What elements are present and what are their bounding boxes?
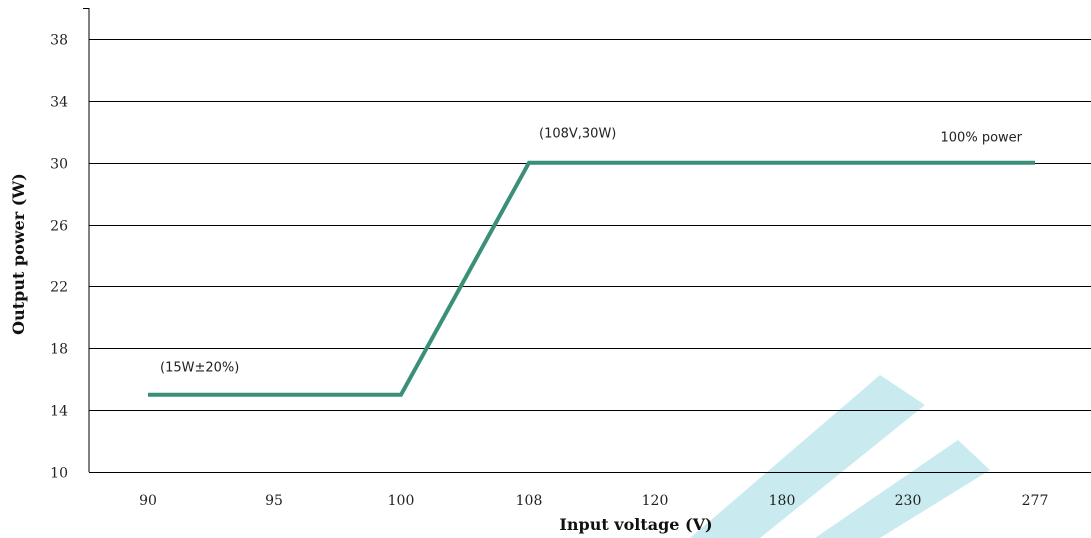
annotation-label: (15W±20%) [160, 361, 239, 376]
y-tick-label: 30 [50, 157, 68, 173]
series-line [148, 160, 1035, 397]
x-tick-label: 180 [769, 493, 796, 509]
watermark [690, 375, 990, 538]
watermark-stripe [815, 440, 990, 538]
x-tick-labels: 90 95 100 108 120 180 230 277 [139, 493, 1048, 509]
x-axis-title: Input voltage (V) [559, 515, 712, 534]
y-tick-label: 38 [50, 33, 68, 49]
y-tick-label: 34 [50, 95, 68, 111]
y-tick-label: 14 [50, 404, 68, 420]
y-tick-label: 18 [50, 342, 68, 358]
annotation-label: (108V,30W) [539, 127, 616, 142]
series-layer [148, 160, 1035, 397]
x-tick-label: 277 [1022, 493, 1049, 509]
annotation-label: 100% power [941, 131, 1023, 146]
y-tick-label: 10 [50, 466, 68, 482]
y-tick-label: 22 [50, 280, 68, 296]
y-tick-labels: 10 14 18 22 26 30 34 38 [50, 33, 68, 482]
x-tick-label: 120 [642, 493, 669, 509]
gridlines [83, 8, 1091, 473]
annotations: (15W±20%) (108V,30W) 100% power [160, 127, 1023, 376]
x-tick-label: 90 [139, 493, 157, 509]
x-tick-label: 95 [265, 493, 283, 509]
watermark-stripe [690, 375, 925, 538]
y-tick-label: 26 [50, 219, 68, 235]
x-tick-label: 230 [895, 493, 922, 509]
x-tick-label: 108 [516, 493, 543, 509]
x-tick-label: 100 [388, 493, 415, 509]
y-axis-title: Output power (W) [9, 173, 28, 335]
